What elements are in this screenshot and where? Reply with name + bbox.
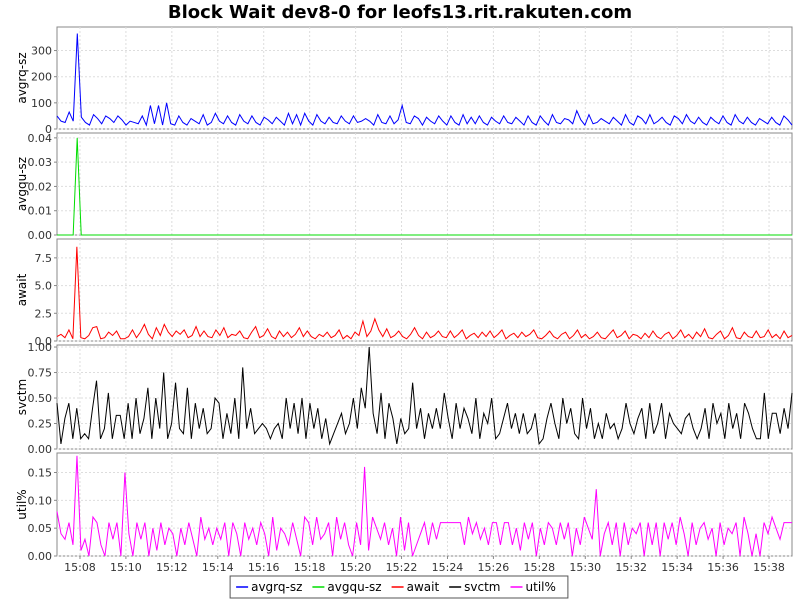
y-tick-label: 300	[31, 45, 52, 58]
y-tick-label: 0.03	[28, 156, 53, 169]
panel-frame	[56, 344, 793, 450]
y-tick-label: 0.02	[28, 180, 53, 193]
panel-await: 0.0 2.5 5.0 7.5 await	[15, 238, 793, 348]
legend-item-svctm: svctm	[449, 580, 501, 594]
x-tick-label: 15:26	[478, 561, 510, 574]
legend-label: await	[407, 580, 440, 594]
panel-frame	[56, 238, 793, 342]
y-tick-label: 0.01	[28, 205, 53, 218]
panel-frame	[56, 26, 793, 130]
series-line-util%	[56, 455, 792, 557]
x-tick-label: 15:32	[615, 561, 647, 574]
x-tick-label: 15:38	[753, 561, 785, 574]
x-tick-label: 15:12	[156, 561, 188, 574]
y-axis-label: avgqu-sz	[15, 157, 29, 211]
y-tick-label: 2.5	[35, 307, 53, 320]
y-tick-label: 5.0	[35, 280, 53, 293]
series-line-await	[56, 246, 793, 340]
legend-label: util%	[526, 580, 556, 594]
x-tick-label: 15:28	[523, 561, 555, 574]
legend: avgrq-sz avgqu-sz await svctm util%	[229, 575, 569, 599]
y-tick-label: 0.25	[28, 418, 53, 431]
x-tick-label: 15:18	[294, 561, 326, 574]
y-axis-label: avgrq-sz	[15, 52, 29, 103]
x-tick-label: 15:08	[64, 561, 96, 574]
legend-label: avgrq-sz	[251, 580, 302, 594]
x-tick-label: 15:24	[432, 561, 464, 574]
legend-label: svctm	[464, 580, 500, 594]
y-tick-label: 0.15	[28, 466, 53, 479]
y-tick-label: 100	[31, 97, 52, 110]
y-axis-label: await	[15, 273, 29, 306]
x-tick-label: 15:34	[661, 561, 693, 574]
panel-svctm: 0.00 0.25 0.50 0.75 1.00 svctm	[15, 341, 793, 456]
y-tick-label: 0.00	[28, 550, 53, 563]
x-tick-label: 15:20	[340, 561, 372, 574]
legend-item-util%: util%	[510, 580, 556, 594]
legend-item-avgrq-sz: avgrq-sz	[236, 580, 302, 594]
legend-label: avgqu-sz	[327, 580, 381, 594]
chart-title: Block Wait dev8-0 for leofs13.rit.rakute…	[168, 2, 632, 23]
x-tick-label: 15:14	[202, 561, 234, 574]
panel-frame	[56, 132, 793, 236]
y-tick-label: 0.0	[35, 335, 53, 348]
series-line-avgrq-sz	[56, 33, 793, 127]
legend-item-await: await	[391, 580, 440, 594]
y-tick-label: 1.00	[28, 341, 53, 354]
y-axis-label: util%	[15, 489, 29, 519]
series-line-svctm	[56, 347, 793, 446]
panel-util%: 0.00 0.05 0.10 0.15 util%	[15, 452, 793, 563]
y-tick-label: 0.05	[28, 522, 53, 535]
y-tick-label: 0	[45, 123, 52, 136]
x-tick-label: 15:36	[707, 561, 739, 574]
y-tick-label: 7.5	[35, 252, 53, 265]
y-tick-label: 0.50	[28, 392, 53, 405]
x-tick-label: 15:16	[248, 561, 280, 574]
panel-avgqu-sz: 0.00 0.01 0.02 0.03 0.04 avgqu-sz	[15, 132, 793, 242]
y-tick-label: 200	[31, 71, 52, 84]
y-tick-label: 0.75	[28, 367, 53, 380]
x-axis: 15:08 15:10 15:12 15:14 15:16 15:18 15:20 15:22…	[64, 556, 785, 574]
x-tick-label: 15:10	[110, 561, 142, 574]
y-tick-label: 0.00	[28, 229, 53, 242]
x-tick-label: 15:22	[386, 561, 418, 574]
y-axis-label: svctm	[15, 379, 29, 415]
panel-frame	[56, 452, 793, 557]
series-line-avgqu-sz	[57, 137, 792, 236]
x-tick-label: 15:30	[569, 561, 601, 574]
y-tick-label: 0.10	[28, 494, 53, 507]
y-tick-label: 0.00	[28, 443, 53, 456]
legend-item-avgqu-sz: avgqu-sz	[312, 580, 382, 594]
y-tick-label: 0.04	[28, 132, 53, 145]
